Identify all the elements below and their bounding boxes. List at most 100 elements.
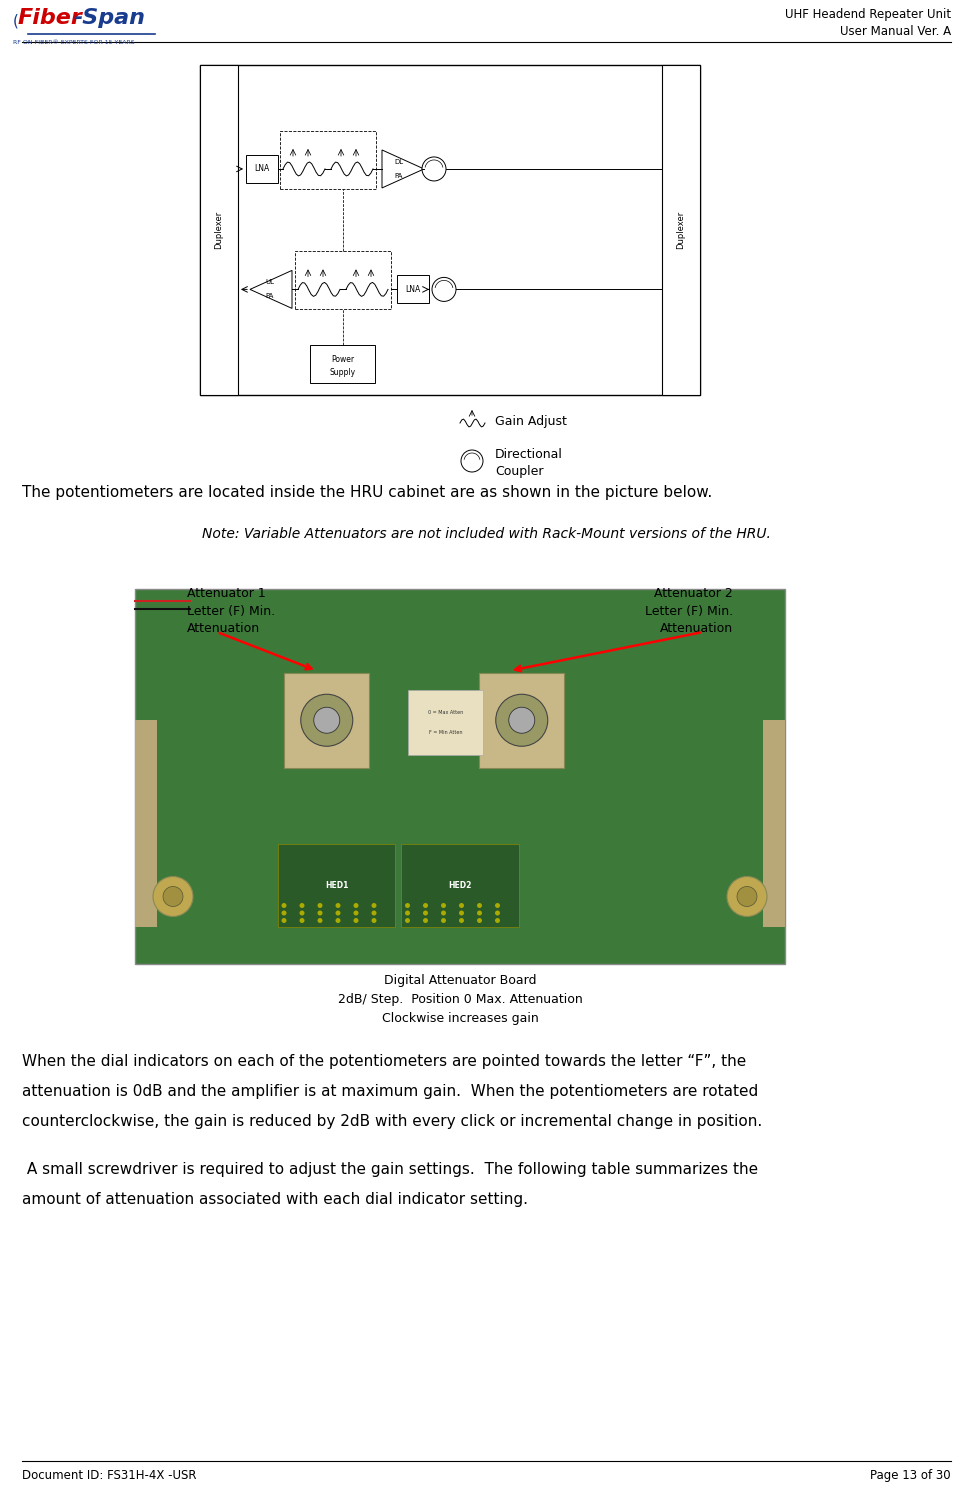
Text: 2dB/ Step.  Position 0 Max. Attenuation: 2dB/ Step. Position 0 Max. Attenuation [338,993,583,1006]
Text: Attenuator 2: Attenuator 2 [654,587,733,600]
Text: -Span: -Span [73,8,145,29]
Text: Letter (F) Min.: Letter (F) Min. [187,605,275,618]
Text: Coupler: Coupler [495,465,544,477]
Text: PA: PA [266,293,274,299]
Text: Attenuation: Attenuation [187,623,260,635]
Circle shape [405,917,410,923]
Text: Letter (F) Min.: Letter (F) Min. [645,605,733,618]
Text: (: ( [13,14,18,29]
Text: counterclockwise, the gain is reduced by 2dB with every click or incremental cha: counterclockwise, the gain is reduced by… [22,1114,762,1130]
Circle shape [163,886,183,907]
Circle shape [495,902,500,908]
Polygon shape [250,271,292,308]
Text: Clockwise increases gain: Clockwise increases gain [381,1012,538,1026]
Circle shape [313,707,340,734]
Circle shape [281,902,286,908]
Circle shape [727,877,767,916]
Text: RF ON FIBER® EXPERTS FOR 15 YEARS: RF ON FIBER® EXPERTS FOR 15 YEARS [13,41,134,45]
Circle shape [336,917,341,923]
Circle shape [372,902,377,908]
Circle shape [372,917,377,923]
Bar [284,672,369,767]
Text: F = Min Atten: F = Min Atten [429,729,462,735]
Bar [200,65,238,396]
Bar [135,590,785,964]
Text: 0 = Max Atten: 0 = Max Atten [428,710,463,716]
Circle shape [477,902,482,908]
Bar [402,844,519,926]
Circle shape [737,886,757,907]
Text: amount of attenuation associated with each dial indicator setting.: amount of attenuation associated with ea… [22,1193,528,1208]
Bar [278,844,395,926]
Circle shape [353,910,358,916]
Circle shape [372,910,377,916]
Text: LNA: LNA [254,164,270,173]
Bar [246,155,278,183]
Circle shape [353,902,358,908]
Text: UL: UL [266,280,274,286]
Circle shape [459,902,464,908]
Circle shape [405,902,410,908]
Bar [295,251,391,310]
Text: Duplexer: Duplexer [214,211,224,250]
Circle shape [509,707,535,734]
Circle shape [459,917,464,923]
Text: Gain Adjust: Gain Adjust [495,415,567,427]
Text: Attenuation: Attenuation [660,623,733,635]
Text: Attenuator 1: Attenuator 1 [187,587,266,600]
Text: User Manual Ver. A: User Manual Ver. A [840,26,951,38]
Circle shape [477,917,482,923]
Text: Document ID: FS31H-4X -USR: Document ID: FS31H-4X -USR [22,1469,197,1481]
Text: attenuation is 0dB and the amplifier is at maximum gain.  When the potentiometer: attenuation is 0dB and the amplifier is … [22,1084,758,1099]
Circle shape [281,917,286,923]
Circle shape [441,917,446,923]
Bar [662,65,700,396]
Circle shape [459,910,464,916]
Bar [280,131,376,190]
Circle shape [336,910,341,916]
Bar [397,275,429,304]
Text: Supply: Supply [330,367,356,376]
Circle shape [423,902,428,908]
Circle shape [300,902,305,908]
Circle shape [477,910,482,916]
Circle shape [423,917,428,923]
Circle shape [441,910,446,916]
Circle shape [300,910,305,916]
Circle shape [317,902,322,908]
Circle shape [281,910,286,916]
Text: Fiber: Fiber [18,8,83,29]
Circle shape [405,910,410,916]
Bar [310,344,376,384]
Circle shape [336,902,341,908]
Bar [135,720,157,926]
Circle shape [422,156,446,180]
Text: When the dial indicators on each of the potentiometers are pointed towards the l: When the dial indicators on each of the … [22,1054,746,1069]
Circle shape [300,917,305,923]
Text: Note: Variable Attenuators are not included with Rack-Mount versions of the HRU.: Note: Variable Attenuators are not inclu… [202,526,771,541]
Text: DL: DL [394,159,404,165]
Text: The potentiometers are located inside the HRU cabinet are as shown in the pictur: The potentiometers are located inside th… [22,484,712,499]
Text: A small screwdriver is required to adjust the gain settings.  The following tabl: A small screwdriver is required to adjus… [22,1163,758,1178]
Text: Directional: Directional [495,448,562,460]
Circle shape [495,917,500,923]
Text: PA: PA [395,173,403,179]
Text: UHF Headend Repeater Unit: UHF Headend Repeater Unit [785,8,951,21]
Text: Power: Power [332,355,354,364]
Text: Digital Attenuator Board: Digital Attenuator Board [383,975,536,987]
Text: HED2: HED2 [449,881,472,890]
Bar [480,672,564,767]
Circle shape [441,902,446,908]
Circle shape [353,917,358,923]
Text: LNA: LNA [406,284,420,293]
Bar [763,720,785,926]
Circle shape [317,917,322,923]
Circle shape [301,695,353,746]
Circle shape [461,450,483,472]
Circle shape [496,695,548,746]
Circle shape [423,910,428,916]
Polygon shape [382,150,424,188]
Text: Duplexer: Duplexer [676,211,686,250]
Text: Page 13 of 30: Page 13 of 30 [871,1469,951,1481]
Bar [200,65,700,396]
